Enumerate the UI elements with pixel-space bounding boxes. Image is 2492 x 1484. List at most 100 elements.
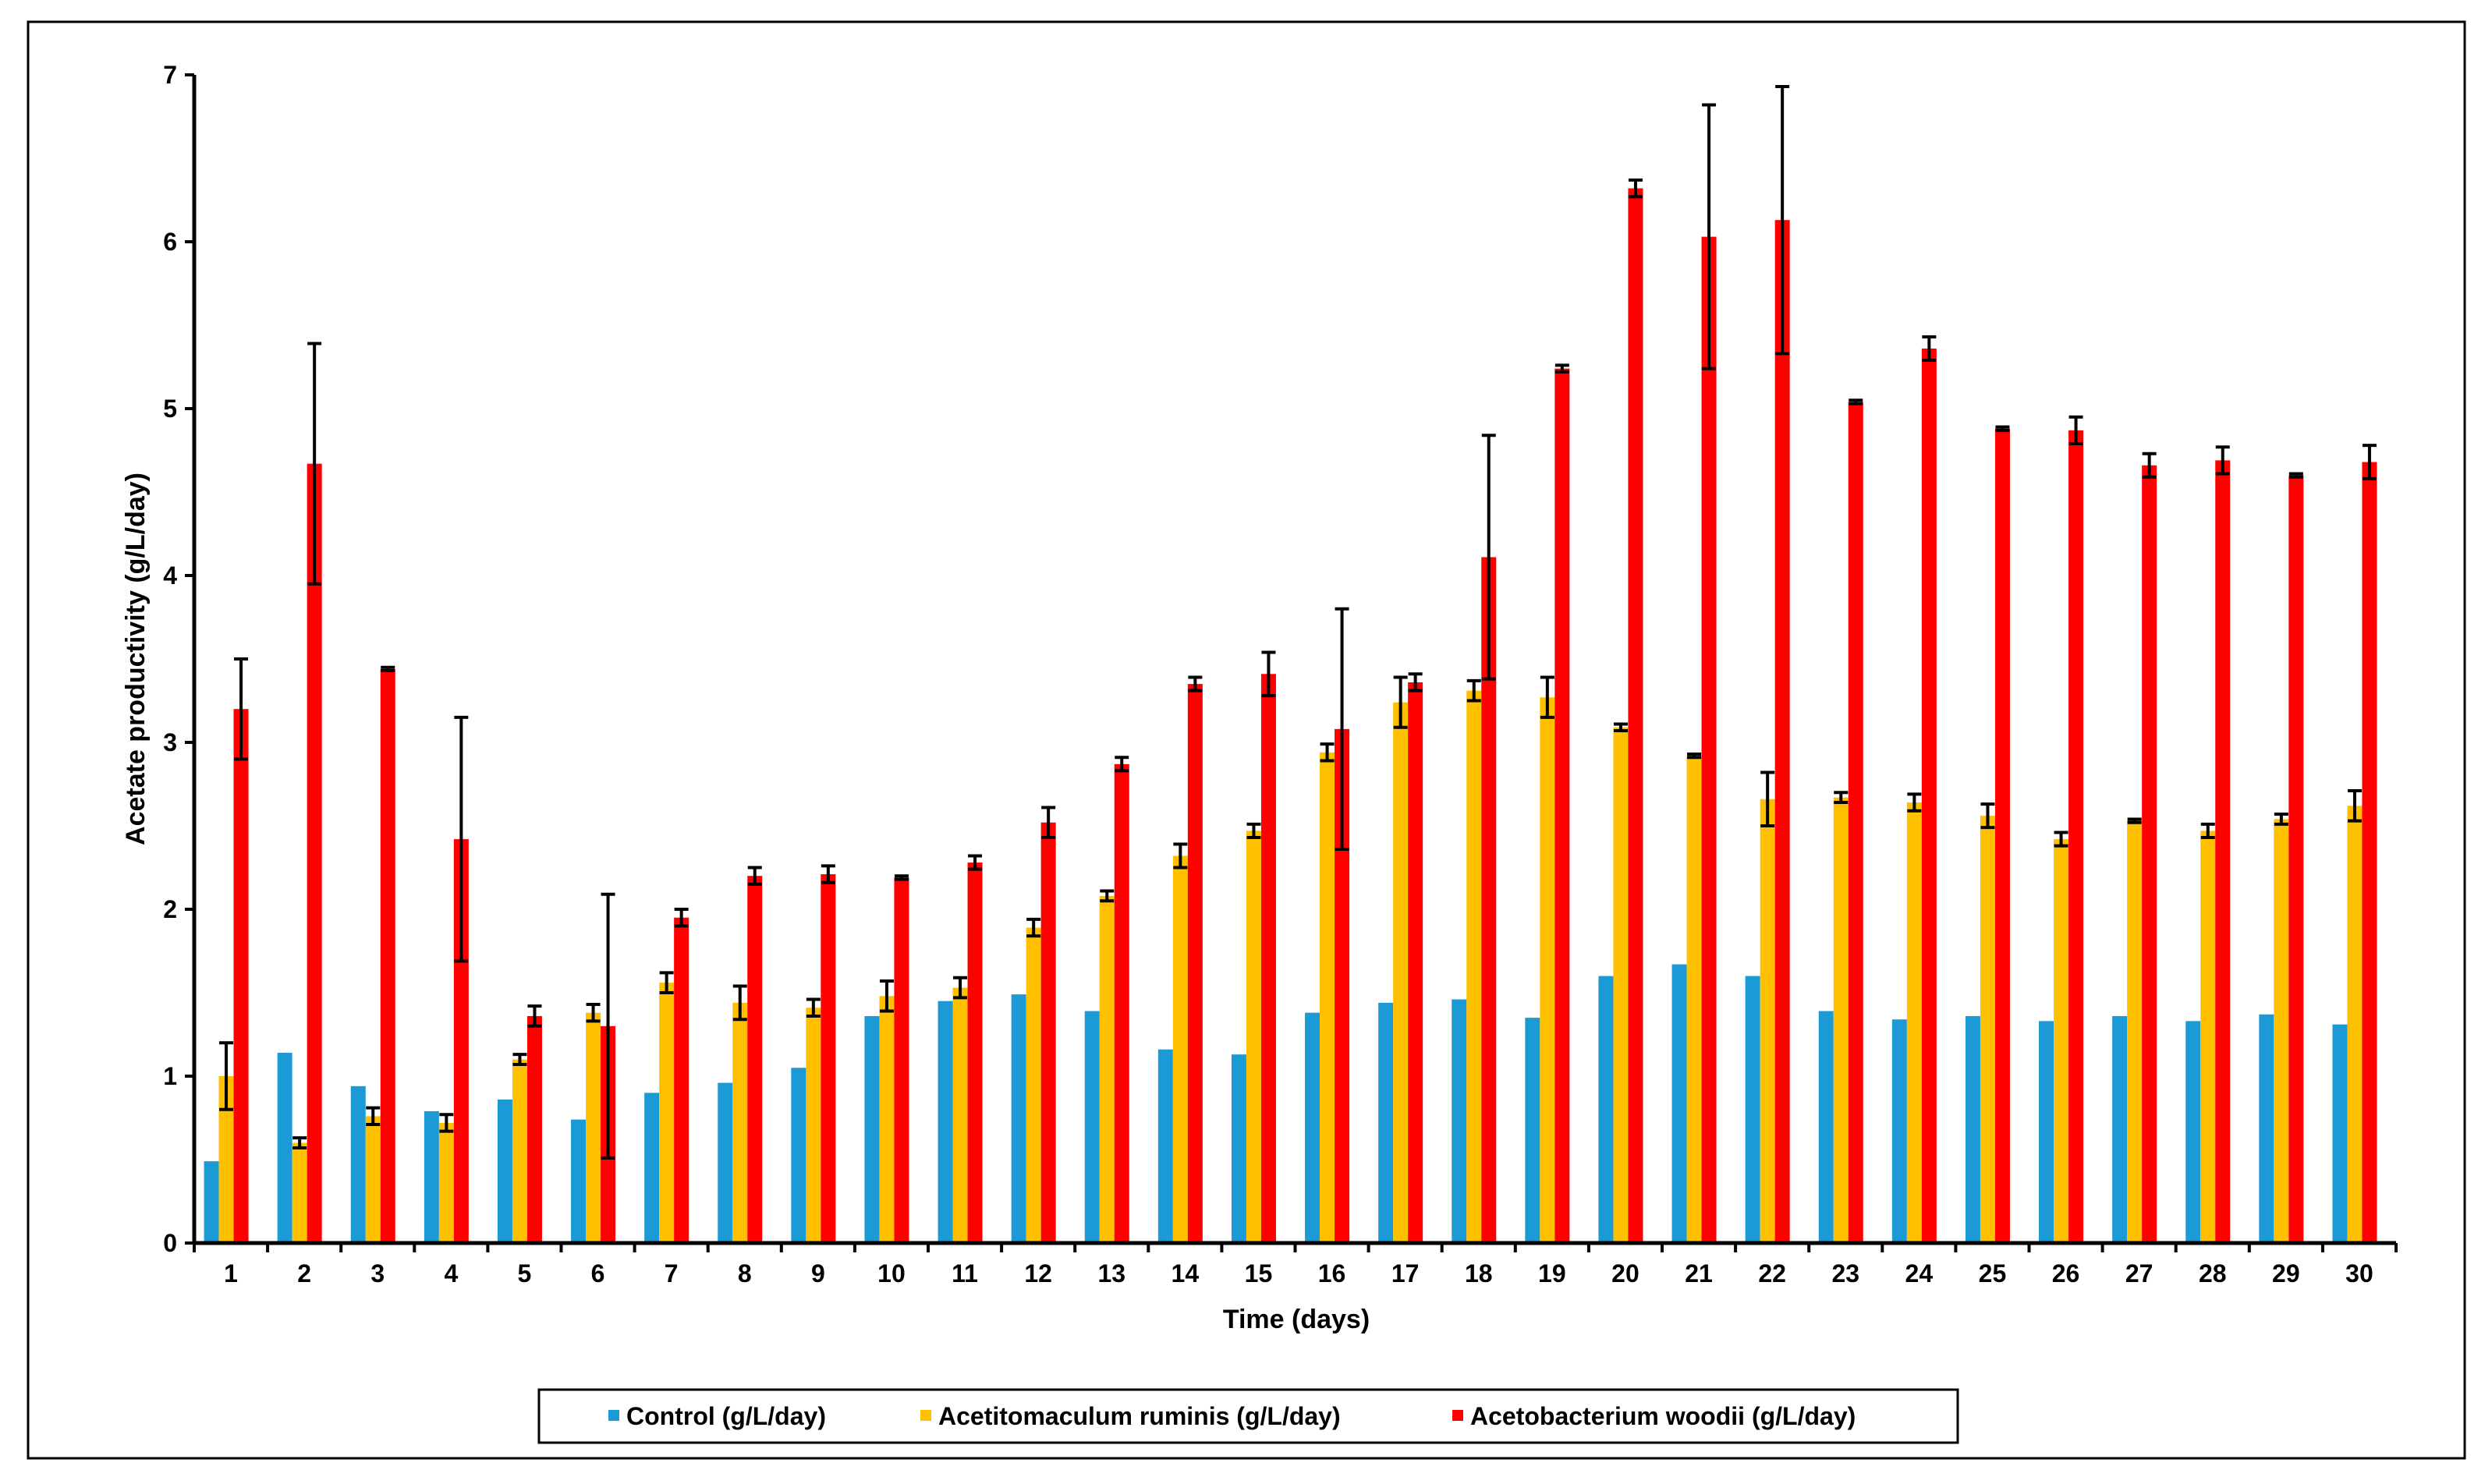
bar-2-day-13 bbox=[1114, 763, 1129, 1243]
bar-2-day-7 bbox=[674, 917, 689, 1243]
error-bar bbox=[454, 715, 469, 963]
bar-0-day-30 bbox=[2332, 1024, 2348, 1243]
bar-1-day-9 bbox=[806, 1008, 821, 1243]
bar-2-day-9 bbox=[821, 874, 836, 1243]
bar-0-day-26 bbox=[2039, 1021, 2054, 1243]
error-bar bbox=[601, 892, 615, 1160]
x-tick-label: 5 bbox=[518, 1259, 532, 1287]
error-bar bbox=[439, 1113, 454, 1133]
bar-2-day-17 bbox=[1408, 682, 1423, 1243]
error-bar bbox=[381, 665, 395, 672]
bar-1-day-26 bbox=[2054, 839, 2069, 1243]
bar-0-day-18 bbox=[1452, 999, 1467, 1243]
error-bar bbox=[1041, 806, 1056, 839]
error-bar bbox=[1320, 742, 1335, 763]
error-bar bbox=[1922, 335, 1937, 362]
bar-2-day-8 bbox=[747, 876, 763, 1243]
bar-2-day-25 bbox=[1994, 428, 2010, 1244]
error-bar bbox=[527, 1004, 542, 1028]
bar-0-day-6 bbox=[571, 1119, 587, 1243]
error-bar bbox=[894, 874, 909, 881]
bar-1-day-14 bbox=[1172, 855, 1188, 1243]
y-tick-label: 4 bbox=[163, 561, 177, 590]
error-bar bbox=[307, 342, 322, 586]
error-bar bbox=[2347, 789, 2362, 823]
error-bar bbox=[732, 984, 747, 1022]
x-tick-label: 25 bbox=[1979, 1259, 2007, 1287]
bar-0-day-29 bbox=[2259, 1014, 2274, 1243]
bar-2-day-23 bbox=[1848, 402, 1863, 1244]
bar-2-day-12 bbox=[1040, 822, 1056, 1243]
bar-2-day-10 bbox=[894, 877, 909, 1243]
bar-1-day-7 bbox=[659, 983, 675, 1243]
bar-2-day-15 bbox=[1260, 674, 1276, 1243]
error-bar bbox=[2054, 831, 2068, 848]
y-tick-label: 3 bbox=[163, 728, 177, 756]
error-bar bbox=[2362, 444, 2377, 480]
x-tick-label: 1 bbox=[224, 1259, 238, 1287]
x-tick-label: 2 bbox=[297, 1259, 311, 1287]
error-bar bbox=[659, 971, 674, 994]
error-bar bbox=[1849, 398, 1863, 406]
bar-0-day-22 bbox=[1745, 976, 1760, 1243]
legend-label-woodii: Acetobacterium woodii (g/L/day) bbox=[1470, 1402, 1856, 1430]
bar-1-day-29 bbox=[2274, 819, 2289, 1243]
x-tick-label: 15 bbox=[1245, 1259, 1273, 1287]
y-tick-label: 0 bbox=[163, 1229, 177, 1257]
error-bar bbox=[1115, 756, 1129, 773]
bar-2-day-3 bbox=[380, 668, 395, 1243]
x-tick-label: 10 bbox=[877, 1259, 906, 1287]
bar-2-day-4 bbox=[453, 839, 469, 1243]
error-bar bbox=[821, 864, 835, 884]
error-bar bbox=[968, 854, 983, 871]
bar-0-day-13 bbox=[1084, 1011, 1100, 1243]
bar-1-day-28 bbox=[2200, 831, 2216, 1243]
x-tick-label: 20 bbox=[1611, 1259, 1639, 1287]
bar-0-day-5 bbox=[497, 1099, 512, 1243]
bar-2-day-5 bbox=[526, 1015, 542, 1243]
bar-2-day-26 bbox=[2068, 430, 2084, 1243]
error-bar bbox=[1540, 675, 1554, 719]
legend: Control (g/L/day) Acetitomaculum ruminis… bbox=[537, 1388, 1959, 1444]
y-tick-label: 5 bbox=[163, 395, 177, 423]
bar-2-day-1 bbox=[233, 709, 249, 1243]
error-bar bbox=[1554, 363, 1569, 374]
bar-2-day-20 bbox=[1628, 188, 1643, 1243]
x-tick-label: 8 bbox=[738, 1259, 752, 1287]
y-tick-label: 7 bbox=[163, 61, 177, 89]
x-tick-label: 6 bbox=[591, 1259, 605, 1287]
error-bar bbox=[219, 1041, 234, 1111]
bar-1-day-27 bbox=[2127, 820, 2143, 1243]
bar-2-day-11 bbox=[967, 862, 983, 1243]
error-bar bbox=[1702, 103, 1717, 370]
bar-0-day-12 bbox=[1011, 994, 1026, 1243]
error-bars-layer bbox=[219, 84, 2377, 1160]
bar-1-day-4 bbox=[438, 1122, 454, 1243]
bar-2-day-24 bbox=[1921, 348, 1937, 1244]
bar-1-day-1 bbox=[218, 1076, 234, 1243]
error-bar bbox=[292, 1136, 307, 1150]
bar-1-day-18 bbox=[1466, 690, 1482, 1243]
bar-0-day-28 bbox=[2185, 1021, 2201, 1243]
error-bar bbox=[586, 1002, 601, 1023]
error-bar bbox=[674, 908, 689, 928]
bar-0-day-1 bbox=[204, 1161, 219, 1243]
bar-1-day-25 bbox=[1980, 816, 1995, 1243]
x-tick-label: 14 bbox=[1172, 1259, 1200, 1287]
bar-1-day-22 bbox=[1760, 799, 1775, 1243]
x-tick-label: 22 bbox=[1758, 1259, 1786, 1287]
error-bar bbox=[512, 1053, 527, 1067]
bar-1-day-19 bbox=[1540, 697, 1555, 1243]
x-tick-label: 26 bbox=[2052, 1259, 2080, 1287]
bar-0-day-10 bbox=[864, 1015, 880, 1243]
error-bar bbox=[953, 976, 968, 1000]
bar-1-day-6 bbox=[586, 1012, 601, 1243]
error-bar bbox=[1100, 889, 1115, 903]
bar-1-day-8 bbox=[732, 1002, 748, 1243]
bar-0-day-23 bbox=[1818, 1011, 1834, 1243]
x-tick-label: 12 bbox=[1024, 1259, 1052, 1287]
legend-box bbox=[537, 1388, 1959, 1444]
error-bar bbox=[1481, 434, 1496, 681]
error-bar bbox=[1173, 842, 1188, 870]
error-bar bbox=[1261, 650, 1276, 698]
